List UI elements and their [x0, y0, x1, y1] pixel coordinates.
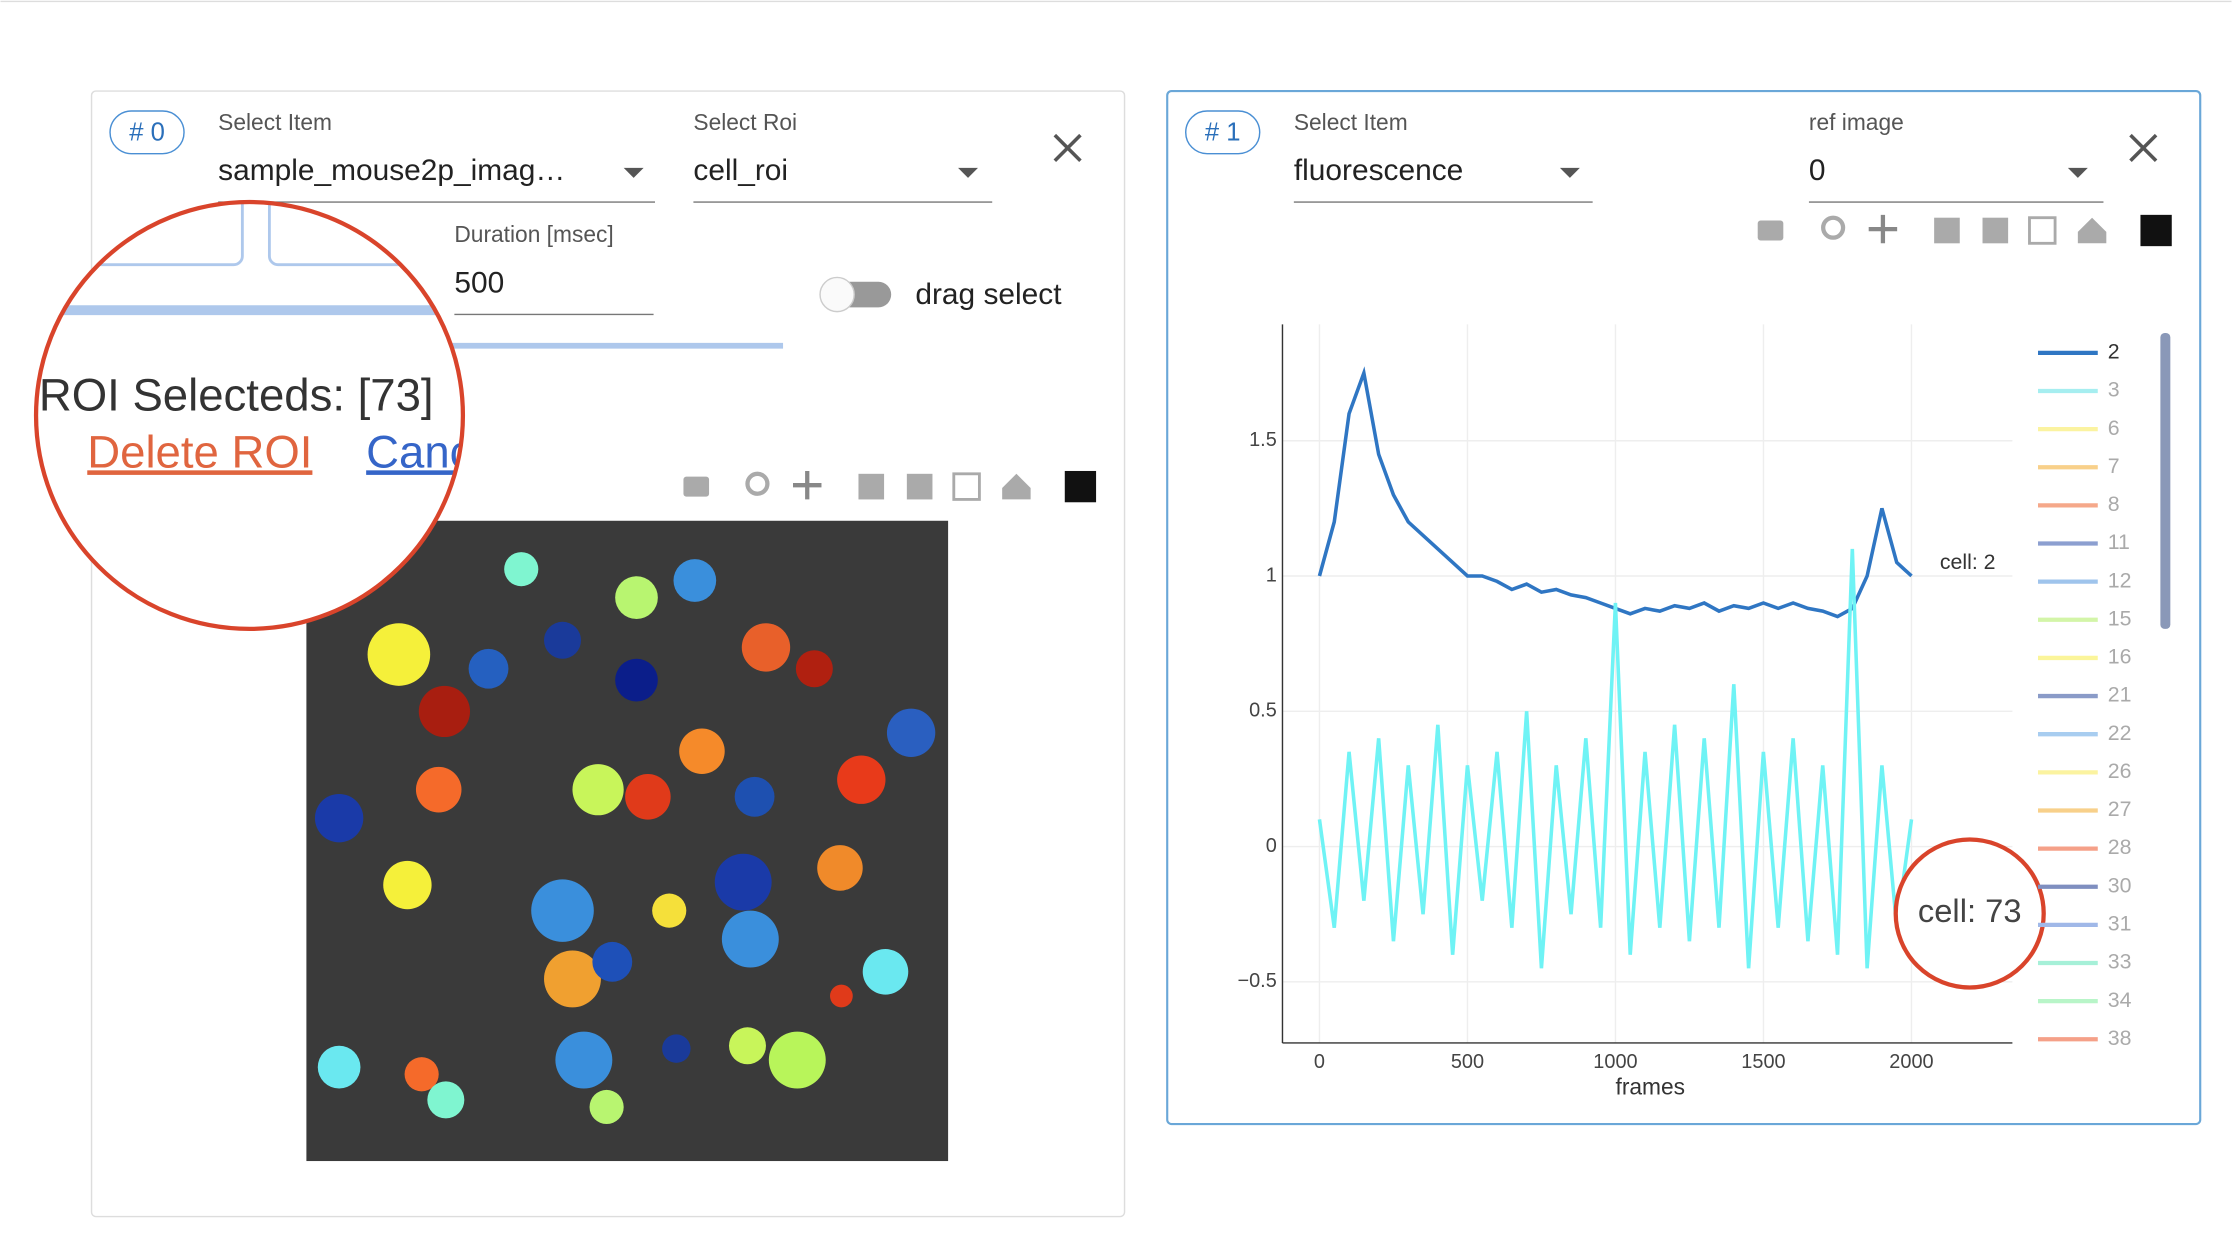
close-button[interactable]: [1053, 133, 1082, 163]
select-value[interactable]: fluorescence: [1294, 154, 1463, 187]
pan-icon[interactable]: [793, 470, 822, 500]
hover-label: cell: 2: [1940, 550, 1996, 574]
camera-icon[interactable]: [1757, 220, 1784, 241]
delete-roi-link[interactable]: Delete ROI: [87, 426, 312, 477]
x-tick-label: 1000: [1593, 1051, 1637, 1073]
zoom-in-icon[interactable]: [858, 473, 885, 500]
legend-label[interactable]: 7: [2108, 454, 2120, 478]
legend-label[interactable]: 34: [2108, 988, 2132, 1012]
label: Select Roi: [693, 109, 797, 135]
legend-label[interactable]: 30: [2108, 873, 2132, 897]
legend-label[interactable]: 22: [2108, 721, 2132, 745]
label: Select Item: [1294, 109, 1408, 135]
label: Select Item: [218, 109, 332, 135]
legend: 2 3 6 7 8 11 12 15 16 21 22 26 27 28 30 31 33 34 38: [2038, 340, 2132, 1050]
plotly-logo[interactable]: [2140, 214, 2172, 247]
autoscale-icon[interactable]: [952, 472, 981, 501]
label: ref image: [1809, 109, 1904, 135]
label: Duration [msec]: [454, 221, 613, 247]
camera-icon[interactable]: [683, 476, 710, 497]
y-tick-label: 1.5: [1249, 429, 1277, 451]
close-button[interactable]: [2129, 133, 2158, 163]
x-tick-label: 500: [1451, 1051, 1484, 1073]
select-value[interactable]: sample_mouse2p_imag…: [218, 154, 565, 187]
roi-blobs: [314, 552, 936, 1125]
toolbar: [683, 470, 1097, 503]
switch-label: drag select: [915, 278, 1062, 311]
x-axis-label: frames: [1616, 1074, 1686, 1100]
legend-label[interactable]: 12: [2108, 568, 2132, 592]
legend-label[interactable]: 11: [2108, 530, 2130, 554]
legend-label[interactable]: 27: [2108, 797, 2132, 821]
legend-label[interactable]: 8: [2108, 492, 2120, 516]
y-tick-label: 1: [1266, 564, 1277, 586]
x-tick-label: 2000: [1889, 1051, 1933, 1073]
legend-scrollbar[interactable]: [2160, 332, 2171, 629]
y-tick-label: 0.5: [1249, 700, 1277, 722]
pan-icon[interactable]: [1868, 214, 1898, 244]
legend-label[interactable]: 15: [2108, 606, 2132, 630]
legend-label[interactable]: 2: [2108, 340, 2120, 364]
toolbar: [1757, 214, 2172, 247]
dropdown-arrow[interactable]: [2067, 167, 2088, 178]
dropdown-arrow[interactable]: [623, 167, 644, 178]
x-tick-label: 0: [1314, 1051, 1325, 1073]
y-tick-label: 0: [1266, 835, 1277, 857]
legend-label[interactable]: 31: [2108, 911, 2132, 935]
home-icon[interactable]: [2077, 217, 2107, 244]
chip: [1185, 110, 1261, 155]
x-tick-label: 1500: [1741, 1051, 1785, 1073]
line-series: [1317, 548, 1914, 969]
zoom-in-icon[interactable]: [1934, 217, 1960, 244]
select-value[interactable]: cell_roi: [693, 154, 788, 187]
plotly-logo[interactable]: [1064, 470, 1097, 503]
dropdown-arrow[interactable]: [958, 167, 978, 178]
switch-thumb[interactable]: [819, 276, 855, 313]
chart: 0 500 1000 1500 2000 −0.5 0 0.5 1 1.5 frames cell: …: [1237, 324, 2132, 1100]
autoscale-icon[interactable]: [2028, 216, 2057, 245]
legend-label[interactable]: 16: [2108, 645, 2132, 669]
hover-highlight: [1893, 837, 2046, 990]
input-value[interactable]: 500: [454, 266, 504, 299]
roi-image: [306, 520, 949, 1162]
zoom-out-icon[interactable]: [906, 473, 933, 500]
zoom-icon[interactable]: [745, 471, 770, 496]
roi-selected: ROI Selecteds: [73]: [39, 369, 434, 420]
legend-label[interactable]: 38: [2108, 1026, 2132, 1050]
left-panel: # 0 Select Item sample_mouse2p_imag… Sel…: [33, 90, 1126, 1218]
magnifier: ROI Selecteds: [73] Delete ROI Canc: [33, 199, 472, 632]
home-icon[interactable]: [1002, 473, 1031, 500]
chip-text: # 1: [1205, 119, 1241, 147]
legend-label[interactable]: 3: [2108, 378, 2120, 402]
zoom-icon[interactable]: [1821, 215, 1846, 240]
legend-label[interactable]: 28: [2108, 835, 2132, 859]
legend-label[interactable]: 6: [2108, 416, 2120, 440]
legend-label[interactable]: 26: [2108, 759, 2132, 783]
hover-label: cell: 73: [1918, 892, 2022, 929]
chip: [109, 110, 185, 155]
legend-label[interactable]: 33: [2108, 950, 2132, 974]
chip-text: # 0: [129, 119, 165, 147]
legend-label[interactable]: 21: [2108, 683, 2132, 707]
cancel-link[interactable]: Canc: [366, 426, 472, 477]
zoom-out-icon[interactable]: [1982, 217, 2009, 244]
y-tick-label: −0.5: [1237, 970, 1276, 992]
dropdown-arrow[interactable]: [1559, 167, 1580, 178]
magnifier-ring: [33, 199, 466, 632]
select-value[interactable]: 0: [1809, 154, 1826, 187]
